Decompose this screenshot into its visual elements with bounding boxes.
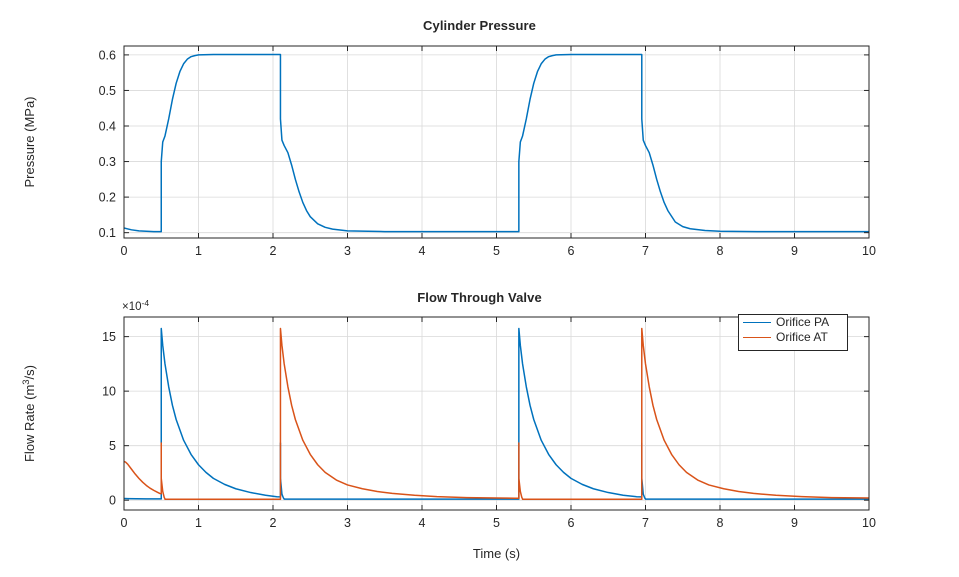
cylinder-pressure-panel: Cylinder Pressure 0 1 2 3 4 5 6 7 8 9 10 0.1 0.2 0.3 0…: [0, 0, 959, 285]
legend-label-orifice-pa: Orifice PA: [776, 315, 830, 329]
x-tick-label: 10: [862, 244, 876, 258]
flow-through-valve-axes: 0 1 2 3 4 5 6 7 8 9 10 0 5 10 15 Flow Rate (m3/s) Time (…: [21, 298, 876, 561]
y-tick-label: 0.6: [99, 48, 116, 62]
legend-item-orifice-at[interactable]: Orifice AT: [739, 330, 847, 345]
x-tick-label: 7: [642, 244, 649, 258]
x-tick-label: 0: [121, 516, 128, 530]
cylinder-pressure-title: Cylinder Pressure: [423, 18, 536, 33]
y-axis-label: Pressure (MPa): [22, 96, 37, 187]
x-tick-label: 4: [419, 244, 426, 258]
x-tick-label: 5: [493, 244, 500, 258]
y-tick-label: 0.2: [99, 191, 116, 205]
y-tick-label: 10: [102, 385, 116, 399]
x-tick-label: 10: [862, 516, 876, 530]
legend-item-orifice-pa[interactable]: Orifice PA: [739, 315, 847, 330]
x-tick-label: 3: [344, 516, 351, 530]
legend-swatch-orifice-at: [743, 337, 771, 338]
cylinder-pressure-axes: 0 1 2 3 4 5 6 7 8 9 10 0.1 0.2 0.3 0.4 0.5 0.6 Pressure (…: [22, 45, 876, 258]
x-tick-label: 1: [195, 516, 202, 530]
x-tick-label: 3: [344, 244, 351, 258]
x-tick-label: 0: [121, 244, 128, 258]
x-tick-label: 6: [568, 516, 575, 530]
y-tick-label: 0.3: [99, 155, 116, 169]
x-tick-label: 2: [270, 516, 277, 530]
y-tick-label: 15: [102, 330, 116, 344]
x-tick-label: 8: [717, 244, 724, 258]
flow-through-valve-title: Flow Through Valve: [417, 290, 542, 305]
y-tick-label: 0.5: [99, 84, 116, 98]
x-tick-label: 9: [791, 516, 798, 530]
x-axis-label: Time (s): [473, 546, 520, 561]
y-tick-label: 0.1: [99, 226, 116, 240]
legend-swatch-orifice-pa: [743, 322, 771, 323]
x-tick-label: 1: [195, 244, 202, 258]
x-tick-label: 8: [717, 516, 724, 530]
y-tick-label: 0: [109, 494, 116, 508]
flow-legend: Orifice PA Orifice AT: [738, 314, 848, 351]
legend-label-orifice-at: Orifice AT: [776, 330, 828, 344]
y-axis-label: Flow Rate (m3/s): [21, 365, 37, 462]
x-tick-label: 2: [270, 244, 277, 258]
x-tick-label: 9: [791, 244, 798, 258]
x-tick-label: 7: [642, 516, 649, 530]
x-tick-label: 6: [568, 244, 575, 258]
x-tick-label: 5: [493, 516, 500, 530]
y-axis-exponent: ×10-4: [122, 298, 149, 313]
x-tick-label: 4: [419, 516, 426, 530]
flow-through-valve-panel: Flow Through Valve 0 1 2 3 4 5 6 7 8 9 10 0 5 10 15 Flo…: [0, 285, 959, 577]
y-tick-label: 5: [109, 439, 116, 453]
y-tick-label: 0.4: [99, 120, 116, 134]
